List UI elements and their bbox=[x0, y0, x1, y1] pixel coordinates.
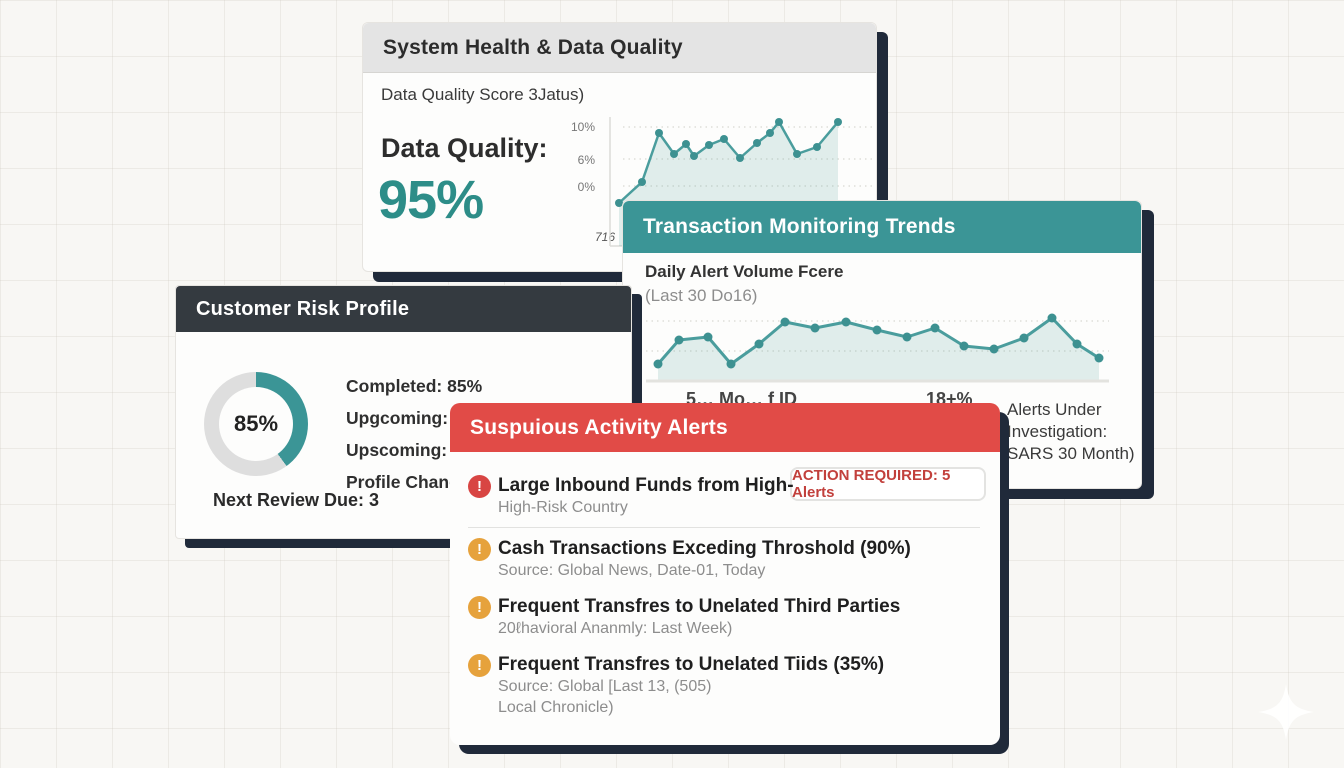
system-health-title: System Health & Data Quality bbox=[383, 35, 683, 59]
system-health-card: System Health & Data Quality Data Qualit… bbox=[362, 22, 877, 272]
alert-title: Cash Transactions Exceding Throshold (90… bbox=[498, 538, 911, 559]
alert-title: Large Inbound Funds from High- bbox=[498, 475, 794, 496]
y-tick-6: 6% bbox=[577, 153, 595, 167]
exclamation-icon bbox=[468, 475, 491, 498]
y-tick-0: 0% bbox=[577, 180, 595, 194]
stat-profile-changes: Profile Changes bbox=[346, 472, 480, 492]
sparkle-icon bbox=[1256, 682, 1316, 742]
data-quality-label: Data Quality: bbox=[381, 133, 548, 163]
alert-volume-sublabel: (Last 30 Do16) bbox=[645, 286, 758, 305]
y-tick-10: 10% bbox=[570, 120, 595, 134]
alert-divider bbox=[468, 527, 980, 528]
exclamation-icon bbox=[468, 596, 491, 619]
stat-upscoming: Upscoming: 5 bbox=[346, 440, 462, 460]
note-line-2: Investigation: bbox=[1007, 422, 1108, 441]
alert-subtitle: Source: Global News, Date-01, Today bbox=[498, 562, 766, 579]
customer-risk-title: Customer Risk Profile bbox=[196, 297, 410, 320]
note-line-3: SARS 30 Month) bbox=[1007, 444, 1135, 463]
alert-item[interactable]: Large Inbound Funds from High- High-Risk… bbox=[468, 474, 986, 518]
transaction-monitoring-card: Transaction Monitoring Trends Daily Aler… bbox=[622, 200, 1142, 489]
alert-title: Frequent Transfres to Unelated Tiids (35… bbox=[498, 654, 885, 675]
alerts-under-investigation-note: Alerts Under Investigation: SARS 30 Mont… bbox=[1007, 399, 1139, 465]
system-health-header: System Health & Data Quality bbox=[363, 23, 876, 73]
customer-risk-header: Customer Risk Profile bbox=[176, 286, 631, 332]
stat-completed: Completed: 85% bbox=[346, 376, 483, 396]
transaction-monitoring-header: Transaction Monitoring Trends bbox=[623, 201, 1141, 253]
risk-stats-list: Completed: 85% Upgcoming: 5 Upscoming: 5… bbox=[346, 370, 482, 498]
risk-donut: 85% bbox=[204, 372, 308, 476]
suspicious-alerts-card: Suspuious Activity Alerts ACTION REQUIRE… bbox=[450, 403, 1000, 745]
data-quality-value: 95% bbox=[378, 170, 484, 230]
transaction-monitoring-title: Transaction Monitoring Trends bbox=[643, 215, 956, 238]
alert-subtitle: Source: Global [Last 13, (505) bbox=[498, 678, 712, 695]
note-line-1: Alerts Under bbox=[1007, 400, 1102, 419]
risk-donut-value: 85% bbox=[219, 387, 293, 461]
alert-subtitle: 20ℓhavioral Ananmly: Last Week) bbox=[498, 620, 733, 637]
alert-subtitle: High-Risk Country bbox=[498, 499, 628, 516]
action-required-badge[interactable]: ACTION REQUIRED: 5 Alerts bbox=[790, 467, 986, 501]
alert-title: Frequent Transfres to Unelated Third Par… bbox=[498, 596, 901, 617]
stat-upgcoming: Upgcoming: 5 bbox=[346, 408, 463, 428]
suspicious-alerts-header: Suspuious Activity Alerts bbox=[450, 403, 1000, 452]
alert-volume-line-chart bbox=[646, 313, 1109, 383]
exclamation-icon bbox=[468, 654, 491, 677]
next-review-due: Next Review Due: 3 bbox=[213, 490, 380, 510]
suspicious-alerts-title: Suspuious Activity Alerts bbox=[470, 415, 728, 439]
alert-item[interactable]: Frequent Transfres to Unelated Third Par… bbox=[468, 595, 986, 639]
alert-volume-label: Daily Alert Volume Fcere bbox=[645, 262, 844, 281]
alert-item[interactable]: Cash Transactions Exceding Throshold (90… bbox=[468, 537, 986, 581]
exclamation-icon bbox=[468, 538, 491, 561]
alert-subtitle-2: Local Chronicle) bbox=[498, 699, 614, 716]
data-quality-score-subtitle: Data Quality Score 3Jatus) bbox=[381, 85, 585, 104]
alert-item[interactable]: Frequent Transfres to Unelated Tiids (35… bbox=[468, 653, 986, 718]
